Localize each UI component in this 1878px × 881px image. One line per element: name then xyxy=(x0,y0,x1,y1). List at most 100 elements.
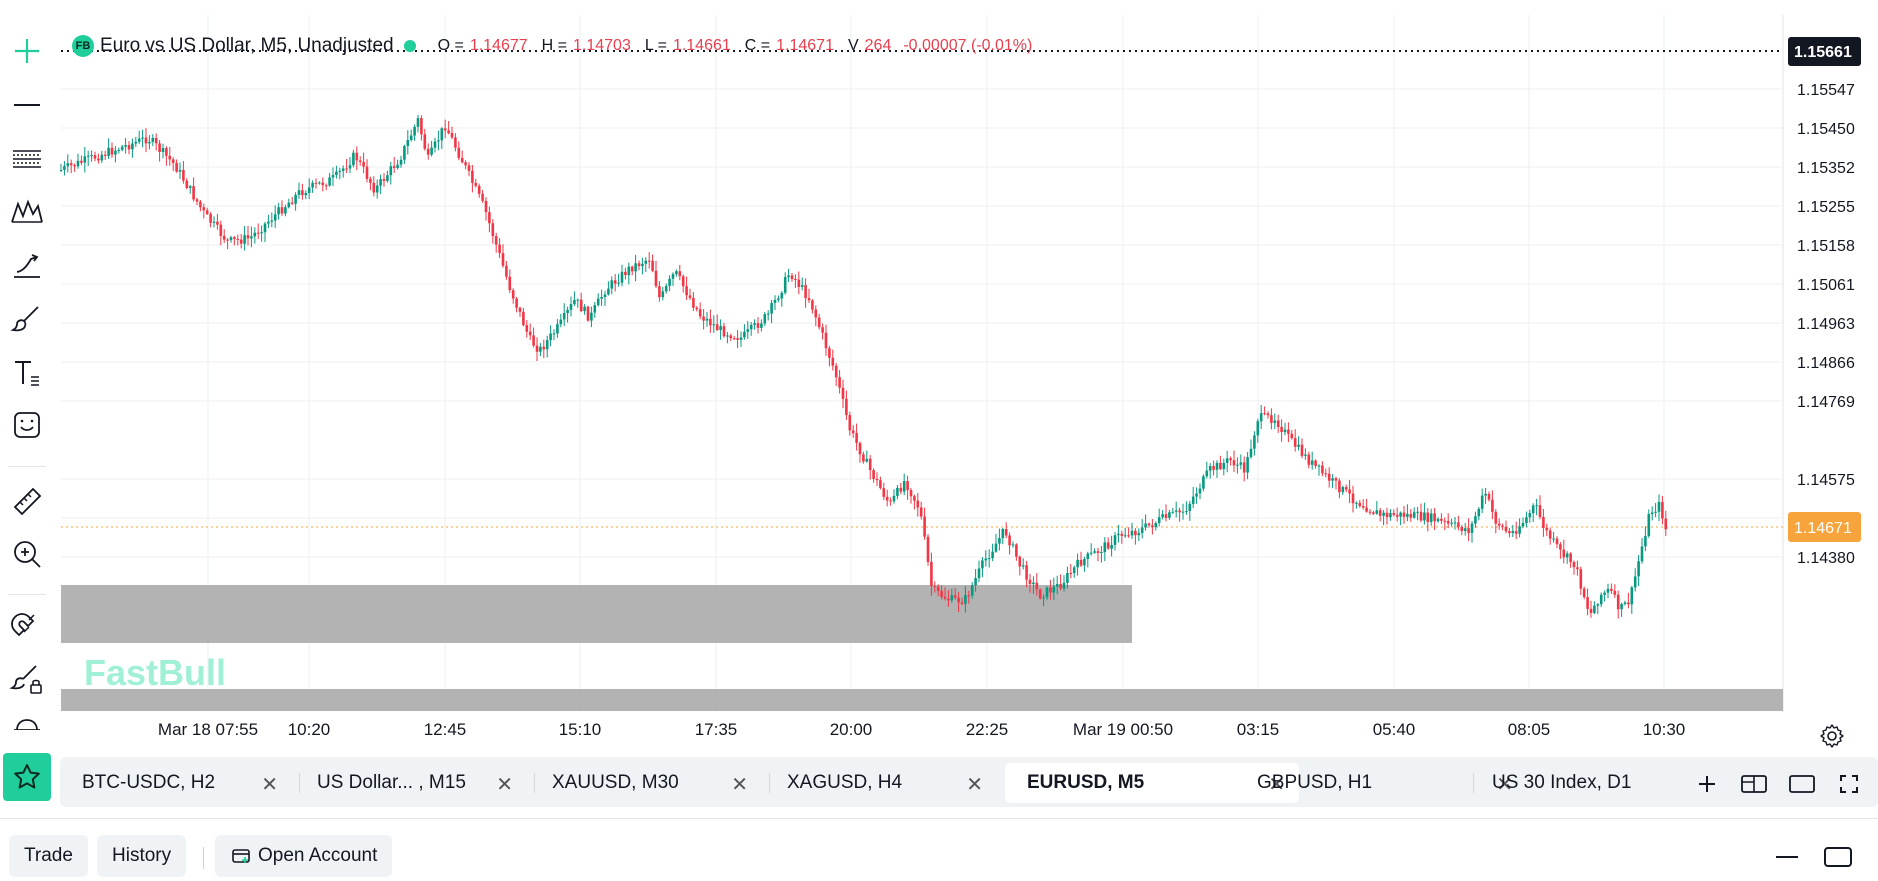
close-tab-icon[interactable]: ✕ xyxy=(496,774,513,796)
candle-body xyxy=(1314,460,1317,466)
price-axis-label: 1.15255 xyxy=(1797,199,1855,216)
candle-body xyxy=(811,300,814,310)
layout-single-icon[interactable] xyxy=(1787,769,1817,799)
tab-divider xyxy=(769,773,770,793)
candle-body xyxy=(137,138,141,142)
magnet-icon[interactable] xyxy=(7,605,47,645)
close-tab-icon[interactable]: ✕ xyxy=(731,774,748,796)
tab-gbpusd[interactable]: GBPUSD, H1 ✕ xyxy=(1235,763,1527,803)
crosshair-icon[interactable] xyxy=(7,31,47,71)
candle-body xyxy=(280,207,284,214)
hide-drawings-icon[interactable] xyxy=(7,708,47,730)
fullscreen-icon[interactable] xyxy=(1834,769,1864,799)
candle-body xyxy=(1045,587,1049,598)
candle-body xyxy=(1290,433,1294,439)
candle-body xyxy=(1198,488,1202,494)
candle-body xyxy=(114,150,117,155)
lock-drawings-icon[interactable] xyxy=(7,659,47,699)
fastbull-watermark: FastBull xyxy=(84,652,227,693)
tab-xagusd[interactable]: XAGUSD, H4 ✕ xyxy=(765,763,997,803)
candle-body xyxy=(1171,511,1175,513)
candle-body xyxy=(1185,511,1188,513)
layout-split-icon[interactable] xyxy=(1739,769,1769,799)
candle-body xyxy=(610,280,614,289)
candle-body xyxy=(375,185,379,193)
candle-body xyxy=(1035,582,1039,590)
candle-body xyxy=(1055,584,1059,587)
maximize-panel-icon[interactable] xyxy=(1822,845,1854,869)
candle-body xyxy=(1178,510,1181,513)
candle-body xyxy=(865,458,869,462)
candle-body xyxy=(545,340,549,350)
zoom-in-icon[interactable] xyxy=(7,534,47,574)
tab-eurusd[interactable]: EURUSD, M5 ✕ xyxy=(1005,763,1299,803)
candle-body xyxy=(307,187,311,193)
price-axis-label: 1.14866 xyxy=(1797,355,1855,372)
history-button[interactable]: History xyxy=(97,835,187,877)
candle-body xyxy=(1307,454,1311,465)
candle-body xyxy=(804,285,807,299)
open-account-button[interactable]: Open Account xyxy=(215,835,393,877)
text-icon[interactable] xyxy=(7,353,47,393)
candle-body xyxy=(161,148,165,152)
candle-body xyxy=(396,164,399,168)
candle-body xyxy=(1409,513,1413,518)
tab-btc-usdc[interactable]: BTC-USDC, H2 ✕ xyxy=(60,763,292,803)
chart-settings-gear-icon[interactable] xyxy=(1818,722,1846,750)
horizontal-line-icon[interactable] xyxy=(7,85,47,125)
brush-icon[interactable] xyxy=(7,299,47,339)
candle-body xyxy=(505,265,508,277)
ruler-icon[interactable] xyxy=(7,481,47,521)
fib-retracement-icon[interactable] xyxy=(7,139,47,179)
tab-divider xyxy=(1473,773,1474,793)
price-chart[interactable]: 1.15547 1.15450 1.15352 1.15255 1.15158 1.150… xyxy=(60,15,1878,750)
candle-body xyxy=(158,143,161,152)
candle-body xyxy=(1582,588,1586,598)
candle-body xyxy=(654,270,658,287)
candle-body xyxy=(797,279,801,287)
candle-body xyxy=(814,309,818,318)
candle-body xyxy=(848,415,852,431)
close-tab-icon[interactable]: ✕ xyxy=(1268,774,1285,796)
candle-body xyxy=(1501,525,1504,527)
trade-button[interactable]: Trade xyxy=(9,835,88,877)
projection-icon[interactable] xyxy=(7,246,47,286)
ohlc-high-key: H = xyxy=(541,37,567,54)
volume-value: 264 xyxy=(864,37,892,54)
candle-body xyxy=(1076,559,1079,568)
candle-body xyxy=(753,323,756,325)
candle-body xyxy=(1484,493,1487,496)
candle-body xyxy=(851,430,855,434)
close-tab-icon[interactable]: ✕ xyxy=(261,774,278,796)
pattern-icon[interactable] xyxy=(7,192,47,232)
candle-body xyxy=(481,193,484,201)
tab-us-dollar[interactable]: US Dollar... , M15 ✕ xyxy=(295,763,527,803)
candle-body xyxy=(766,313,770,315)
candle-body xyxy=(328,177,331,186)
candle-body xyxy=(1069,573,1073,574)
tab-xauusd[interactable]: XAUUSD, M30 ✕ xyxy=(530,763,762,803)
chart-title[interactable]: Euro vs US Dollar, M5, Unadjusted xyxy=(100,35,394,56)
candle-body xyxy=(593,305,597,313)
candle-body xyxy=(770,303,773,314)
candle-body xyxy=(1242,462,1246,473)
close-tab-icon[interactable]: ✕ xyxy=(966,774,983,796)
candle-body xyxy=(110,147,114,155)
candle-body xyxy=(957,597,960,603)
watchlist-star-icon[interactable] xyxy=(3,753,51,801)
candle-body xyxy=(906,481,909,491)
tab-us30[interactable]: US 30 Index, D1 xyxy=(1470,763,1702,803)
candle-body xyxy=(1344,487,1348,490)
close-tab-icon[interactable]: ✕ xyxy=(1496,774,1513,796)
emoji-icon[interactable] xyxy=(7,405,47,445)
minimize-panel-icon[interactable] xyxy=(1772,845,1802,869)
candle-body xyxy=(790,275,794,279)
candle-body xyxy=(464,162,467,166)
candle-body xyxy=(1059,584,1062,589)
candle-body xyxy=(681,276,685,287)
candle-body xyxy=(447,130,450,134)
candlestick-chart[interactable]: 1.15547 1.15450 1.15352 1.15255 1.15158 1.150… xyxy=(60,15,1878,750)
add-tab-icon[interactable] xyxy=(1692,769,1722,799)
candle-body xyxy=(933,586,937,588)
